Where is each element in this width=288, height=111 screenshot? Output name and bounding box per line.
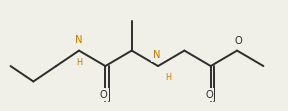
Text: O: O bbox=[100, 90, 107, 100]
Text: H: H bbox=[166, 73, 172, 82]
Text: N: N bbox=[153, 50, 160, 60]
Text: O: O bbox=[205, 90, 213, 100]
Text: N: N bbox=[75, 35, 83, 45]
Text: H: H bbox=[76, 58, 82, 67]
Text: O: O bbox=[234, 36, 242, 46]
